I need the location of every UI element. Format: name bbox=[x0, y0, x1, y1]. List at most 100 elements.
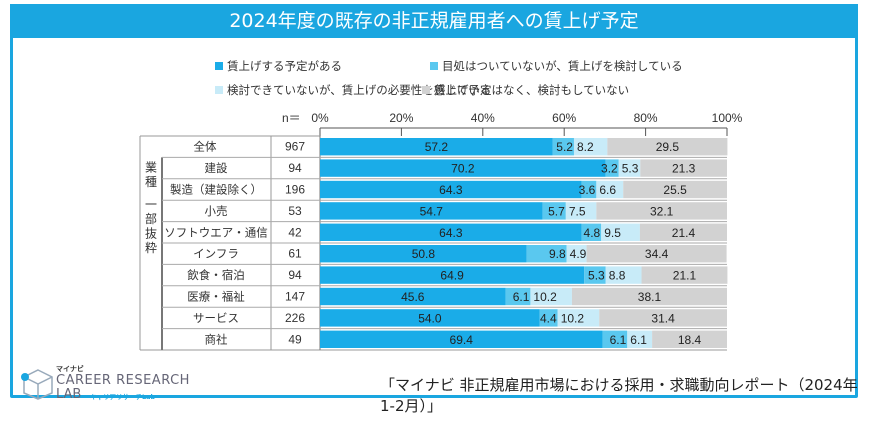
data-label: 4.9 bbox=[570, 247, 587, 261]
category-label: サービス bbox=[193, 312, 239, 325]
data-label: 64.3 bbox=[439, 183, 463, 197]
legend-label: 賃上げ予定はなく、検討もしていない bbox=[434, 83, 630, 97]
data-label: 9.8 bbox=[549, 247, 566, 261]
group-label-char: 一 bbox=[145, 197, 157, 211]
chart-title: 2024年度の既存の非正規雇用者への賃上げ予定 bbox=[10, 4, 858, 38]
data-label: 25.5 bbox=[663, 183, 687, 197]
bar-segment bbox=[566, 245, 587, 263]
bar-segment bbox=[557, 309, 600, 327]
bar-segment bbox=[639, 223, 727, 241]
data-label: 5.3 bbox=[622, 162, 639, 176]
bar-segment bbox=[607, 138, 728, 156]
bar-segment bbox=[618, 159, 641, 177]
n-value: 61 bbox=[288, 247, 302, 261]
bar-segment bbox=[573, 138, 608, 156]
bar-segment bbox=[605, 159, 619, 177]
x-tick-label: 80% bbox=[634, 111, 658, 125]
n-header: n＝ bbox=[282, 111, 301, 125]
data-label: 6.1 bbox=[610, 333, 627, 347]
bar-segment bbox=[530, 287, 572, 306]
legend-swatch bbox=[430, 62, 438, 70]
bar-segment bbox=[623, 180, 727, 199]
bar-segment bbox=[571, 287, 727, 306]
group-label-char: 業 bbox=[145, 160, 157, 174]
n-value: 196 bbox=[285, 183, 305, 197]
n-value: 53 bbox=[288, 204, 302, 218]
logo-line1: CAREER RESEARCH bbox=[56, 373, 190, 388]
category-label: 医療・福祉 bbox=[187, 290, 245, 304]
bar-segment bbox=[320, 159, 606, 177]
bar-segment bbox=[320, 202, 543, 220]
bar-segment bbox=[596, 202, 727, 220]
data-label: 21.4 bbox=[672, 226, 696, 240]
logo-brand: マイナビ bbox=[56, 365, 84, 373]
category-label: 飲食・宿泊 bbox=[187, 268, 245, 282]
data-label: 70.2 bbox=[451, 162, 475, 176]
category-label: 建設 bbox=[205, 161, 228, 175]
n-value: 226 bbox=[285, 311, 305, 325]
data-label: 54.7 bbox=[420, 204, 444, 218]
bar-segment bbox=[652, 330, 727, 348]
data-label: 8.2 bbox=[577, 140, 594, 154]
legend-item: 賃上げする予定がある bbox=[215, 58, 342, 74]
bar-segment bbox=[526, 245, 567, 263]
x-tick-label: 60% bbox=[552, 111, 576, 125]
data-label: 64.9 bbox=[440, 269, 464, 283]
x-tick-label: 0% bbox=[311, 111, 329, 125]
x-tick-label: 40% bbox=[471, 111, 495, 125]
bar-segment bbox=[539, 309, 558, 327]
bar-segment bbox=[601, 223, 640, 241]
data-label: 4.4 bbox=[540, 311, 557, 325]
data-label: 10.2 bbox=[533, 290, 557, 304]
legend-swatch bbox=[215, 62, 223, 70]
legend-swatch bbox=[215, 86, 223, 94]
data-label: 9.5 bbox=[604, 226, 621, 240]
bar-segment bbox=[320, 266, 585, 284]
category-label: 全体 bbox=[194, 140, 217, 154]
group-label-char: 粋 bbox=[145, 241, 157, 255]
bar-segment bbox=[320, 180, 582, 199]
data-label: 54.0 bbox=[418, 311, 442, 325]
bar-segment bbox=[565, 202, 597, 220]
n-value: 967 bbox=[285, 140, 305, 154]
data-label: 18.4 bbox=[678, 333, 702, 347]
data-label: 3.2 bbox=[601, 162, 618, 176]
bar-segment bbox=[581, 180, 597, 199]
bar-segment bbox=[320, 287, 506, 306]
data-label: 10.2 bbox=[561, 311, 585, 325]
n-value: 94 bbox=[288, 268, 302, 282]
bar-segment bbox=[599, 309, 727, 327]
bar-segment bbox=[542, 202, 566, 220]
legend-label: 賃上げする予定がある bbox=[227, 59, 342, 73]
legend-item: 賃上げ予定はなく、検討もしていない bbox=[422, 82, 629, 98]
n-value: 147 bbox=[285, 290, 305, 304]
bar-segment bbox=[552, 138, 574, 156]
data-label: 57.2 bbox=[425, 140, 449, 154]
career-research-lab-logo: マイナビ CAREER RESEARCH LAB キャリアリサーチLab bbox=[18, 365, 208, 402]
data-label: 69.4 bbox=[450, 333, 474, 347]
data-label: 64.3 bbox=[439, 226, 463, 240]
data-label: 21.1 bbox=[673, 269, 697, 283]
bar-segment bbox=[584, 266, 606, 284]
legend-label: 目処はついていないが、賃上げを検討している bbox=[442, 59, 683, 73]
data-label: 38.1 bbox=[638, 290, 662, 304]
bar-segment bbox=[320, 330, 603, 348]
bar-segment bbox=[641, 266, 728, 284]
bar-segment bbox=[596, 180, 624, 199]
bar-segment bbox=[320, 309, 540, 327]
data-label: 6.1 bbox=[513, 290, 530, 304]
category-label: 小売 bbox=[205, 205, 228, 218]
n-value: 49 bbox=[288, 332, 302, 346]
category-label: 商社 bbox=[205, 332, 228, 346]
data-label: 5.3 bbox=[588, 269, 605, 283]
bar-segment bbox=[320, 223, 582, 241]
bar-segment bbox=[640, 159, 727, 177]
logo-sub: キャリアリサーチLab bbox=[90, 393, 156, 401]
bar-segment bbox=[505, 287, 531, 306]
bar-segment bbox=[627, 330, 653, 348]
category-label: インフラ bbox=[193, 249, 239, 261]
bar-segment bbox=[320, 245, 527, 263]
source-citation: 「マイナビ 非正規雇用市場における採用・求職動向レポート（2024年1-2月）」 bbox=[380, 376, 858, 415]
logo-line2: LAB bbox=[56, 387, 82, 402]
